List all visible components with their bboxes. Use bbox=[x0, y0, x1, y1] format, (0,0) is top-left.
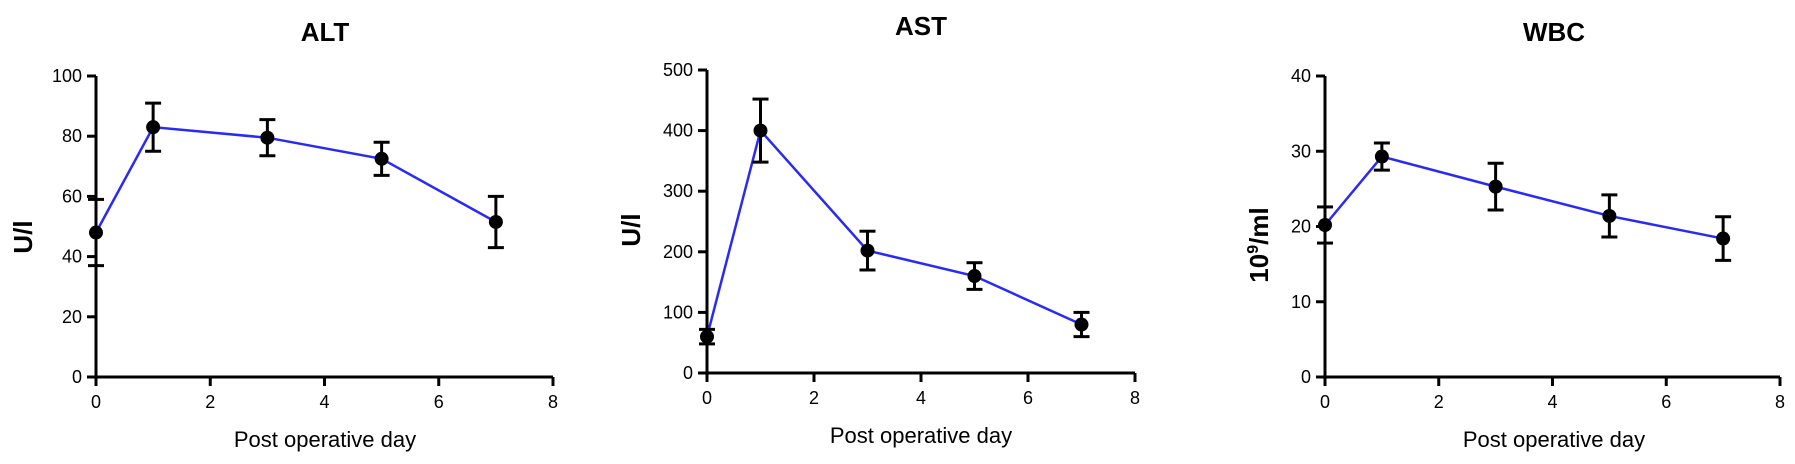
chart-title: ALT bbox=[301, 17, 350, 47]
y-axis-title: U/l bbox=[616, 213, 646, 246]
data-point bbox=[1074, 317, 1089, 332]
y-tick-label: 200 bbox=[663, 242, 693, 262]
chart-panel-ast: AST U/l Post operative day 0 100 200 300 400… bbox=[616, 11, 1140, 448]
y-axis-title-unit: /ml bbox=[1244, 207, 1274, 245]
x-tick-label: 6 bbox=[1661, 392, 1671, 412]
x-tick-label: 8 bbox=[1130, 388, 1140, 408]
x-tick-label: 4 bbox=[319, 392, 329, 412]
y-tick-label: 80 bbox=[62, 126, 82, 146]
y-tick-label: 40 bbox=[1291, 66, 1311, 86]
x-tick-label: 8 bbox=[1775, 392, 1785, 412]
x-axis-title: Post operative day bbox=[234, 427, 416, 452]
y-tick-label: 300 bbox=[663, 181, 693, 201]
data-point bbox=[1488, 179, 1503, 194]
y-tick-label: 20 bbox=[62, 307, 82, 327]
x-tick-label: 0 bbox=[702, 388, 712, 408]
data-point bbox=[260, 130, 275, 145]
chart-title: WBC bbox=[1523, 17, 1585, 47]
x-tick-label: 2 bbox=[809, 388, 819, 408]
y-tick-label: 60 bbox=[62, 186, 82, 206]
x-tick-label: 0 bbox=[91, 392, 101, 412]
data-point bbox=[146, 120, 161, 135]
data-point bbox=[860, 243, 875, 258]
x-tick-label: 4 bbox=[916, 388, 926, 408]
x-tick-label: 6 bbox=[1023, 388, 1033, 408]
y-axis-title-base: 10 bbox=[1244, 254, 1274, 283]
y-axis-title-exponent: 9 bbox=[1245, 245, 1262, 254]
y-tick-label: 10 bbox=[1291, 292, 1311, 312]
chart-title: AST bbox=[895, 11, 947, 41]
data-point bbox=[1602, 208, 1617, 223]
data-point bbox=[89, 225, 103, 240]
x-tick-label: 0 bbox=[1320, 392, 1330, 412]
y-tick-label: 20 bbox=[1291, 217, 1311, 237]
x-tick-label: 2 bbox=[1434, 392, 1444, 412]
data-point bbox=[700, 329, 714, 344]
y-tick-label: 400 bbox=[663, 121, 693, 141]
y-tick-label: 500 bbox=[663, 60, 693, 80]
y-axis-title: 109/ml bbox=[1244, 207, 1274, 282]
y-tick-label: 0 bbox=[683, 363, 693, 383]
y-tick-label: 0 bbox=[1301, 367, 1311, 387]
y-axis-title: U/l bbox=[8, 220, 38, 253]
x-tick-label: 6 bbox=[434, 392, 444, 412]
data-point bbox=[1716, 231, 1731, 246]
x-tick-label: 2 bbox=[205, 392, 215, 412]
chart-panel-wbc: WBC 109/ml Post operative day 0102030400… bbox=[1244, 17, 1785, 452]
data-point bbox=[967, 269, 982, 284]
y-tick-label: 30 bbox=[1291, 141, 1311, 161]
data-point bbox=[374, 151, 389, 166]
y-tick-label: 100 bbox=[52, 66, 82, 86]
x-tick-label: 8 bbox=[548, 392, 558, 412]
y-tick-label: 40 bbox=[62, 247, 82, 267]
y-tick-label: 0 bbox=[72, 367, 82, 387]
x-tick-label: 4 bbox=[1547, 392, 1557, 412]
x-axis-title: Post operative day bbox=[830, 423, 1012, 448]
x-axis-title: Post operative day bbox=[1463, 427, 1645, 452]
y-tick-label: 100 bbox=[663, 302, 693, 322]
series-line bbox=[94, 125, 497, 234]
data-point bbox=[1374, 149, 1389, 164]
data-point bbox=[488, 214, 503, 229]
data-point bbox=[753, 123, 768, 138]
chart-panel-alt: ALT U/l Post operative day 0 20 40 60 80 100 0… bbox=[8, 17, 558, 452]
data-point bbox=[1318, 217, 1332, 232]
